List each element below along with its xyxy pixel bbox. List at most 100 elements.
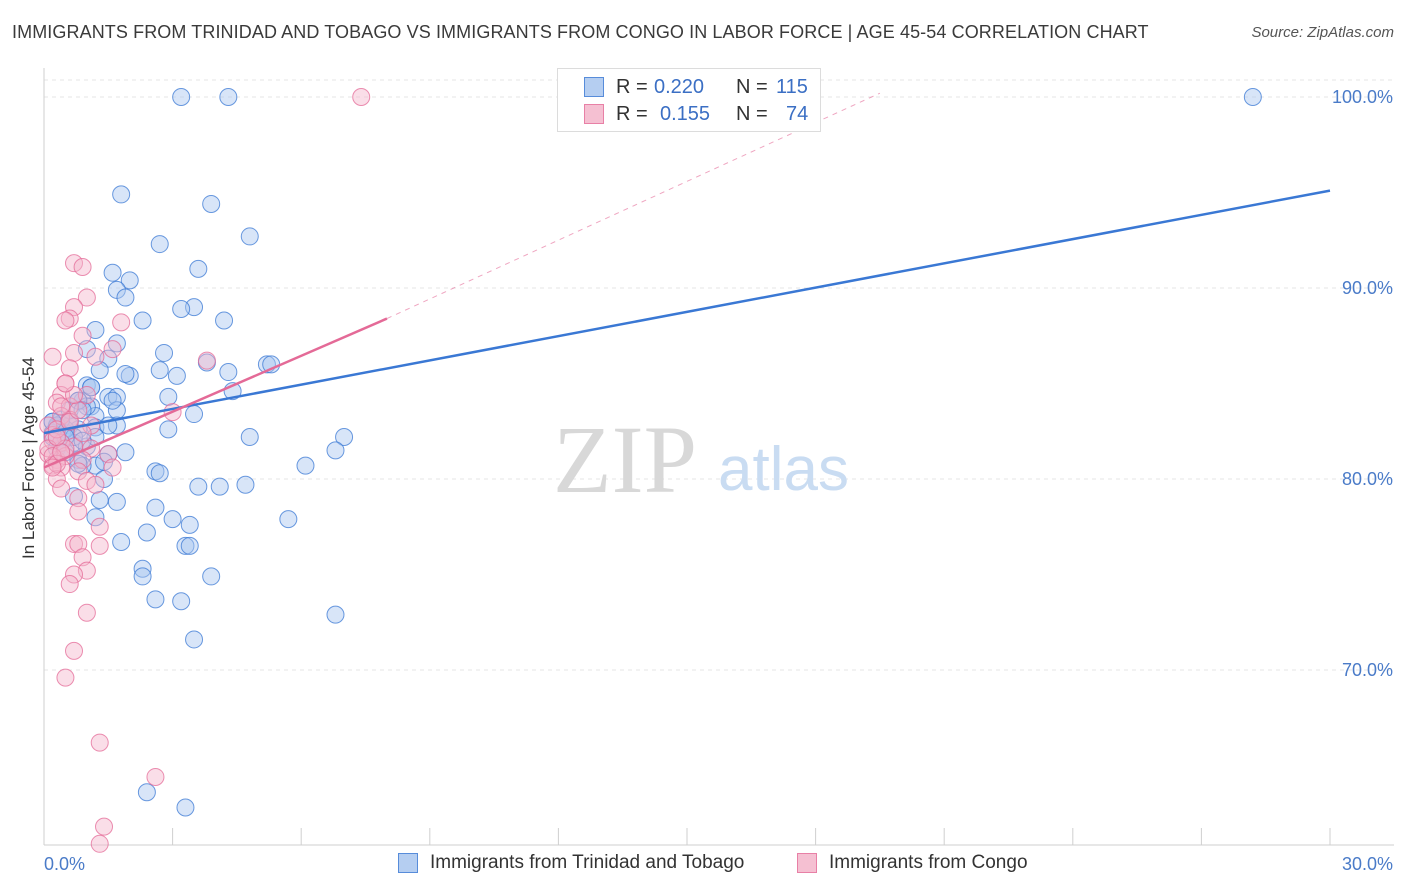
point-congo: [73, 548, 92, 567]
point-congo: [69, 489, 88, 508]
point-trinidad: [180, 536, 199, 555]
point-trinidad: [189, 477, 208, 496]
point-congo: [65, 254, 84, 273]
point-congo: [65, 298, 84, 317]
bottom-legend: Immigrants from Trinidad and Tobago Immi…: [0, 852, 1406, 878]
grid-layer: [44, 79, 1394, 671]
bottom-legend-item-congo: Immigrants from Congo: [797, 852, 1028, 874]
point-congo: [352, 88, 371, 106]
point-congo: [65, 641, 84, 660]
trend-line-trinidad: [43, 189, 1331, 435]
point-trinidad: [90, 491, 109, 510]
point-trinidad: [163, 510, 182, 529]
point-congo: [86, 347, 105, 366]
point-congo: [60, 359, 79, 378]
point-congo: [56, 668, 75, 687]
legend-r-label: R =: [616, 75, 648, 98]
point-trinidad: [185, 630, 204, 649]
point-trinidad: [335, 427, 354, 446]
point-trinidad: [172, 300, 191, 319]
point-trinidad: [219, 363, 238, 382]
point-congo: [103, 458, 122, 477]
point-congo: [69, 401, 88, 420]
point-congo: [77, 288, 96, 307]
watermark-zip: ZIP: [553, 406, 697, 513]
point-congo: [90, 517, 109, 536]
bottom-legend-label-congo: Immigrants from Congo: [829, 852, 1028, 873]
point-trinidad: [112, 533, 131, 552]
point-congo: [52, 479, 71, 498]
point-trinidad: [176, 798, 195, 817]
point-congo: [86, 475, 105, 494]
point-trinidad: [189, 259, 208, 278]
legend-row-congo: R = 0.155 N = 74: [558, 101, 826, 127]
y-tick-label: 90.0%: [1342, 278, 1393, 298]
point-trinidad: [202, 194, 221, 213]
point-trinidad: [120, 271, 139, 290]
bottom-legend-label-trinidad: Immigrants from Trinidad and Tobago: [430, 852, 745, 873]
y-axis-label: In Labor Force | Age 45-54: [19, 357, 38, 559]
point-trinidad: [240, 427, 259, 446]
point-congo: [197, 351, 216, 370]
point-congo: [47, 470, 66, 488]
point-congo: [73, 326, 92, 345]
point-trinidad: [116, 288, 135, 307]
bottom-legend-swatch-trinidad: [398, 853, 418, 873]
point-trinidad: [86, 508, 105, 527]
legend-n-label: N =: [736, 75, 768, 98]
point-trinidad: [180, 515, 199, 534]
point-trinidad: [90, 361, 109, 380]
legend-r-value: 0.155: [660, 102, 711, 125]
legend-n-value: 74: [786, 102, 809, 125]
bottom-legend-item-trinidad: Immigrants from Trinidad and Tobago: [398, 852, 744, 874]
legend-row-trinidad: R = 0.220 N = 115: [558, 74, 816, 100]
point-congo: [146, 767, 165, 786]
point-congo: [90, 834, 109, 853]
point-congo: [56, 374, 75, 393]
point-trinidad: [146, 590, 165, 609]
point-congo: [60, 575, 79, 594]
x-tick-label-max: 30.0%: [1342, 854, 1393, 874]
point-congo: [43, 347, 62, 366]
legend-r-value: 0.220: [654, 75, 705, 98]
point-trinidad: [107, 492, 126, 511]
point-trinidad: [133, 559, 152, 578]
point-trinidad: [1243, 88, 1262, 106]
point-trinidad: [236, 475, 255, 494]
point-congo: [77, 385, 96, 404]
legend-r-label: R =: [616, 102, 648, 125]
point-trinidad: [240, 227, 259, 246]
point-congo: [65, 565, 84, 584]
point-congo: [90, 733, 109, 752]
point-trinidad: [146, 498, 165, 517]
point-trinidad: [137, 783, 156, 802]
legend-swatch-trinidad: [584, 77, 604, 97]
legend-n-label: N =: [736, 102, 768, 125]
chart-title: IMMIGRANTS FROM TRINIDAD AND TOBAGO VS I…: [12, 22, 1149, 42]
point-trinidad: [326, 605, 345, 624]
point-congo: [65, 534, 84, 553]
point-trinidad: [279, 510, 298, 529]
point-trinidad: [137, 523, 156, 542]
point-trinidad: [116, 364, 135, 383]
point-trinidad: [103, 391, 122, 410]
point-trinidad: [296, 456, 315, 475]
x-tick-label-min: 0.0%: [44, 854, 85, 874]
trend-line-congo: [43, 317, 388, 469]
point-trinidad: [150, 464, 169, 483]
point-congo: [69, 534, 88, 553]
watermark: ZIP atlas: [553, 406, 849, 513]
points-layer: [39, 88, 1262, 853]
point-trinidad: [202, 567, 221, 586]
point-trinidad: [219, 88, 238, 106]
point-trinidad: [150, 235, 169, 254]
point-trinidad: [210, 477, 229, 496]
point-congo: [69, 502, 88, 521]
point-trinidad: [159, 420, 178, 439]
point-trinidad: [185, 405, 204, 424]
point-congo: [77, 471, 96, 490]
y-tick-label: 80.0%: [1342, 469, 1393, 489]
point-congo: [99, 445, 118, 464]
point-congo: [90, 536, 109, 555]
